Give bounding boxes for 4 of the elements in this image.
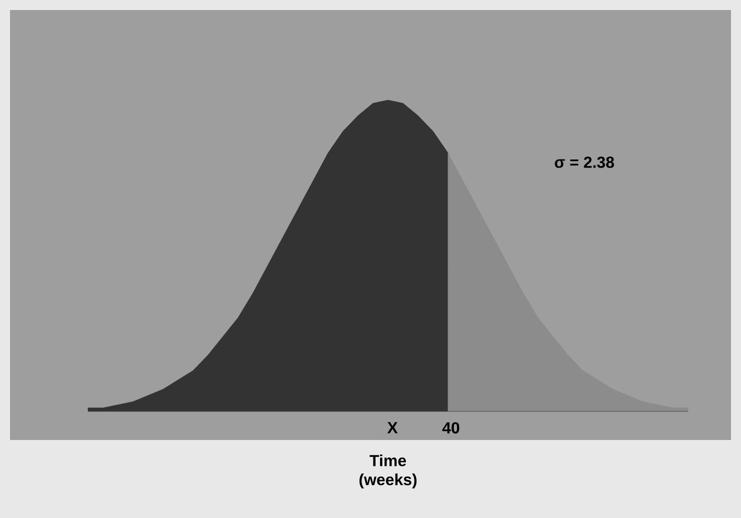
x-axis-title: Time (weeks) [359, 454, 417, 488]
text: X [387, 422, 398, 434]
text: 40 [442, 422, 460, 434]
annotation: σ = 2.38 [554, 156, 614, 168]
